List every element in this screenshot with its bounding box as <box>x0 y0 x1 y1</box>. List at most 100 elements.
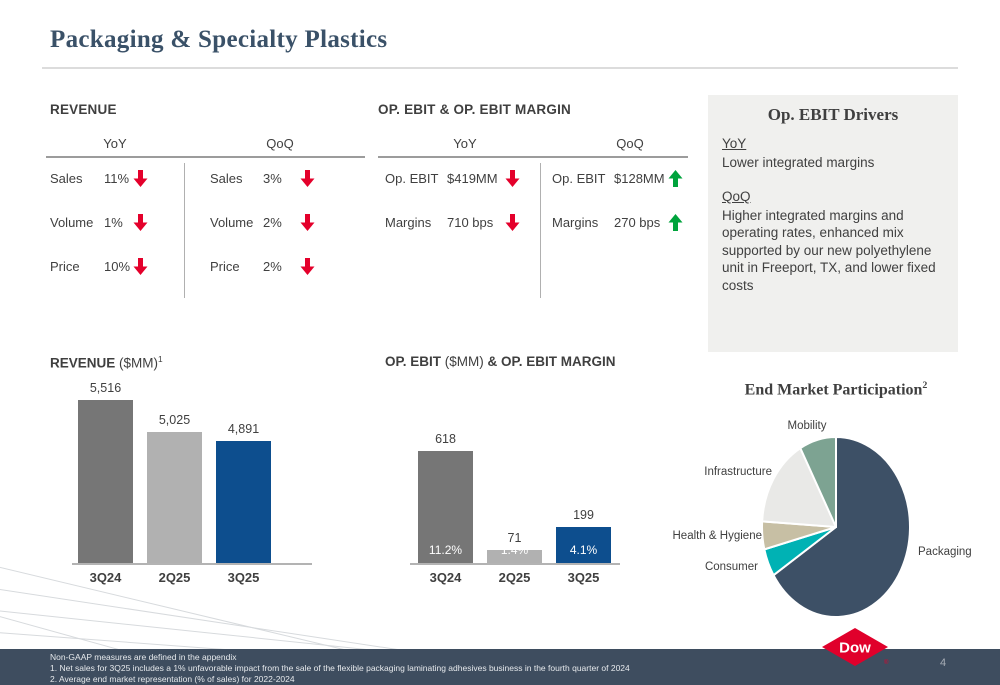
ebit-drivers-panel: Op. EBIT Drivers YoY Lower integrated mar… <box>708 95 958 352</box>
metric-label: Price <box>210 259 240 274</box>
bar-3Q24 <box>78 400 133 563</box>
dow-logo: Dow ® <box>818 624 894 672</box>
bar-value-label: 199 <box>573 508 594 522</box>
trend-arrow <box>505 214 520 236</box>
table-column-divider <box>540 163 541 298</box>
bar-category-label: 3Q24 <box>429 570 462 585</box>
registered-mark: ® <box>884 659 889 666</box>
table-column-header: YoY <box>103 136 127 151</box>
pie-slice-mobility <box>799 436 837 528</box>
margin-label: 1.4% <box>500 543 529 557</box>
metric-value: 2% <box>263 215 282 230</box>
chart-title-run: OP. EBIT <box>385 354 445 369</box>
ebit-drivers-title: Op. EBIT Drivers <box>767 105 899 124</box>
bar-value-label: 71 <box>507 531 522 545</box>
trend-up-arrow-icon <box>668 214 683 231</box>
pie-label-health-hygiene: Health & Hygiene <box>672 530 763 542</box>
bar-value-label: 618 <box>435 432 456 446</box>
metric-label: Volume <box>210 215 254 230</box>
bar-category-label: 2Q25 <box>158 570 191 585</box>
trend-down-arrow-icon <box>133 170 148 187</box>
trend-up-arrow-icon <box>668 170 683 187</box>
bar-value-label: 5,516 <box>89 381 122 395</box>
trend-arrow <box>133 258 148 280</box>
bar-3Q25 <box>556 527 611 563</box>
ebit-drivers-body: YoY Lower integrated margins QoQ Higher int… <box>708 125 958 294</box>
title-divider <box>42 67 958 69</box>
bar-category-label: 2Q25 <box>498 570 531 585</box>
drivers-text: Lower integrated margins <box>722 154 875 170</box>
pie-slice-packaging <box>772 436 911 618</box>
bar-value-label: 5,025 <box>158 413 191 427</box>
trend-arrow <box>133 214 148 236</box>
metric-label: Price <box>50 259 80 274</box>
chart-title-run: REVENUE <box>50 355 116 371</box>
x-axis-line <box>410 563 620 565</box>
chart-title-run: 1 <box>158 354 163 364</box>
trend-down-arrow-icon <box>300 258 315 275</box>
pie-label-mobility: Mobility <box>787 420 827 432</box>
table-column-header: QoQ <box>616 136 644 151</box>
metric-value: 2% <box>263 259 282 274</box>
metric-label: Op. EBIT <box>552 171 606 186</box>
footnotes: Non-GAAP measures are defined in the app… <box>0 649 1000 685</box>
revenue-section-heading: REVENUE <box>50 102 117 117</box>
metric-label: Sales <box>50 171 83 186</box>
metric-value: 11% <box>104 171 130 186</box>
table-header-rule <box>46 156 365 158</box>
revenue-bar-chart: 5,516 3Q24 5,025 2Q25 4,891 3Q25 <box>70 381 320 585</box>
chart-title-run: & OP. EBIT MARGIN <box>483 354 616 369</box>
bar-2Q25 <box>487 550 542 563</box>
ebit-bar-chart: 618 3Q24 11.2% 71 2Q25 1.4% 199 3Q25 4.1% <box>410 430 630 585</box>
bar-category-label: 3Q24 <box>89 570 122 585</box>
metric-value: 1% <box>104 215 123 230</box>
drivers-period-label: QoQ <box>722 189 751 205</box>
chart-title-run: ($MM) <box>115 355 159 371</box>
table-column-divider <box>184 163 185 298</box>
trend-down-arrow-icon <box>300 170 315 187</box>
metric-value: 710 bps <box>447 215 494 230</box>
page-number: 4 <box>940 657 947 669</box>
end-market-pie-chart <box>761 436 911 618</box>
bar-category-label: 3Q25 <box>567 570 600 585</box>
pie-title-superscript: 2 <box>922 380 928 391</box>
trend-down-arrow-icon <box>300 214 315 231</box>
trend-arrow <box>300 170 315 192</box>
metric-value: $419MM <box>447 171 498 186</box>
bar-3Q24 <box>418 451 473 563</box>
trend-arrow <box>300 258 315 280</box>
pie-label-consumer: Consumer <box>704 561 758 573</box>
margin-label: 4.1% <box>569 543 598 557</box>
footnote-line: 2. Average end market representation (% … <box>50 674 295 684</box>
page-title: Packaging & Specialty Plastics <box>50 26 388 53</box>
metric-label: Sales <box>210 171 243 186</box>
chart-title-run: ($MM) <box>444 354 484 369</box>
ebit-section-heading: OP. EBIT & OP. EBIT MARGIN <box>378 102 571 117</box>
pie-title-text: End Market Participation <box>744 381 923 399</box>
end-market-chart-title: End Market Participation2 <box>716 380 956 399</box>
metric-label: Margins <box>385 215 432 230</box>
pie-label-packaging: Packaging <box>918 546 972 558</box>
bar-value-label: 4,891 <box>227 422 260 436</box>
metric-label: Op. EBIT <box>385 171 439 186</box>
trend-down-arrow-icon <box>133 258 148 275</box>
metric-value: 3% <box>263 171 282 186</box>
pie-slice-infrastructure <box>761 447 837 528</box>
x-axis-line <box>72 563 312 565</box>
drivers-text: Higher integrated margins and operating … <box>722 207 936 293</box>
footnote-line: Non-GAAP measures are defined in the app… <box>50 652 237 662</box>
bar-2Q25 <box>147 432 202 563</box>
ebit-chart-title: OP. EBIT ($MM) & OP. EBIT MARGIN <box>385 354 616 369</box>
trend-down-arrow-icon <box>505 214 520 231</box>
table-column-header: YoY <box>453 136 477 151</box>
footnote-line: 1. Net sales for 3Q25 includes a 1% unfa… <box>50 663 630 673</box>
bar-category-label: 3Q25 <box>227 570 260 585</box>
table-header-rule <box>378 156 688 158</box>
trend-arrow <box>300 214 315 236</box>
metric-value: 10% <box>104 259 131 274</box>
metric-value: $128MM <box>614 171 665 186</box>
trend-down-arrow-icon <box>133 214 148 231</box>
table-column-header: QoQ <box>266 136 294 151</box>
revenue-chart-title: REVENUE ($MM)1 <box>50 354 163 371</box>
metric-value: 270 bps <box>614 215 661 230</box>
